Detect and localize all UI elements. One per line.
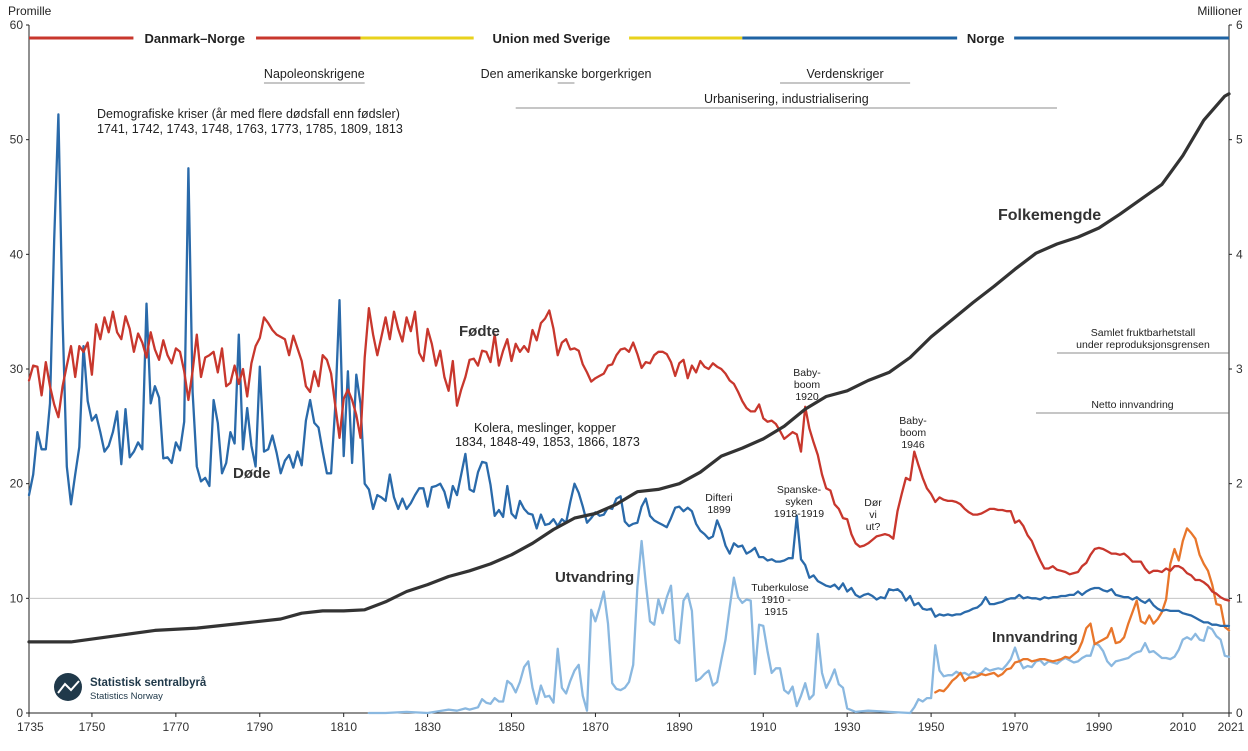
period-label: Netto innvandring — [1091, 399, 1173, 411]
left-tick-label: 30 — [10, 362, 24, 376]
x-tick-label: 1870 — [582, 720, 609, 734]
tuberkulose-label: Tuberkulose 1910 -1915 — [751, 582, 809, 618]
right-tick-label: 2 — [1236, 477, 1243, 491]
ssb-logo: Statistisk sentralbyrå Statistics Norway — [54, 673, 207, 702]
series-line-folkemengde — [27, 92, 1231, 644]
right-axis-label: Millioner — [1197, 4, 1242, 18]
babyboom-1946-label: Baby-boom 1946 — [899, 415, 927, 451]
series-label-dode: Døde — [233, 465, 271, 482]
series-label-utvandring: Utvandring — [555, 569, 634, 586]
kolera-years: 1834, 1848-49, 1853, 1866, 1873 — [455, 435, 640, 449]
right-tick-label: 0 — [1236, 706, 1243, 720]
x-tick-label: 1950 — [918, 720, 945, 734]
left-tick-label: 10 — [10, 591, 24, 605]
period-annotations: Napoleonskrigene Den amerikanske borgerkr… — [264, 67, 1229, 414]
right-tick-label: 4 — [1236, 247, 1243, 261]
kolera-title: Kolera, meslinger, kopper — [474, 421, 616, 435]
x-ticks: 1735 1750 1770 1790 1810 1830 1850 1870 1890 1910… — [17, 713, 1245, 734]
logo-name: Statistisk sentralbyrå — [90, 677, 207, 689]
period-label: Napoleonskrigene — [264, 67, 365, 81]
x-tick-label: 1970 — [1002, 720, 1029, 734]
era-label: Union med Sverige — [493, 31, 611, 46]
period-label: Den amerikanske borgerkrigen — [481, 67, 652, 81]
series-line-utvandring — [367, 539, 1231, 715]
left-tick-label: 20 — [10, 477, 24, 491]
era-label: Norge — [967, 31, 1005, 46]
x-tick-label: 1910 — [750, 720, 777, 734]
right-tick-label: 1 — [1236, 591, 1243, 605]
x-tick-label: 1830 — [414, 720, 441, 734]
x-tick-label: 1810 — [330, 720, 357, 734]
x-tick-label: 2021 — [1218, 720, 1245, 734]
x-tick-label: 2010 — [1169, 720, 1196, 734]
x-tick-label: 1750 — [79, 720, 106, 734]
right-ticks: 0 1 2 3 4 5 6 — [1229, 18, 1243, 720]
right-tick-label: 5 — [1236, 133, 1243, 147]
crisis-years: 1741, 1742, 1743, 1748, 1763, 1773, 1785… — [97, 122, 403, 136]
left-tick-label: 50 — [10, 133, 24, 147]
left-axis-label: Promille — [8, 4, 52, 18]
series-label-fodte: Fødte — [459, 323, 500, 340]
series-line-døde — [27, 113, 1231, 628]
ssb-logo-mark — [57, 680, 80, 694]
x-tick-label: 1890 — [666, 720, 693, 734]
era-label: Danmark–Norge — [145, 31, 245, 46]
series-line-innvandring — [934, 527, 1231, 694]
period-label: Urbanisering, industrialisering — [704, 92, 869, 106]
babyboom-1920-label: Baby-boom 1920 — [793, 367, 821, 403]
logo-subtitle: Statistics Norway — [90, 691, 163, 702]
period-label: Samlet fruktbarhetstall under reproduksjo… — [1076, 327, 1210, 351]
left-tick-label: 60 — [10, 18, 24, 32]
right-tick-label: 3 — [1236, 362, 1243, 376]
left-ticks: 0 10 20 30 40 50 60 — [10, 18, 29, 720]
series-lines — [27, 92, 1231, 715]
x-tick-label: 1990 — [1086, 720, 1113, 734]
dor-vi-ut-label: Dør vi ut? — [864, 497, 882, 533]
series-label-innvandring: Innvandring — [992, 629, 1078, 646]
difteri-label: Difteri 1899 — [705, 492, 732, 516]
x-tick-label: 1930 — [834, 720, 861, 734]
period-label: Verdenskriger — [807, 67, 884, 81]
annotations: Demografiske kriser (år med flere dødsfa… — [97, 107, 1101, 646]
series-label-folkemengde: Folkemengde — [998, 207, 1101, 224]
right-tick-label: 6 — [1236, 18, 1243, 32]
x-tick-label: 1790 — [246, 720, 273, 734]
left-tick-label: 40 — [10, 247, 24, 261]
x-tick-label: 1770 — [163, 720, 190, 734]
left-tick-label: 0 — [16, 706, 23, 720]
series-line-fødte — [27, 307, 1231, 602]
x-tick-label: 1850 — [498, 720, 525, 734]
x-tick-label: 1735 — [17, 720, 44, 734]
spanskesyken-label: Spanske-syken 1918-1919 — [774, 484, 824, 520]
era-bar: Danmark–Norge Union med Sverige Norge — [29, 31, 1229, 46]
crisis-title: Demografiske kriser (år med flere dødsfa… — [97, 107, 400, 121]
